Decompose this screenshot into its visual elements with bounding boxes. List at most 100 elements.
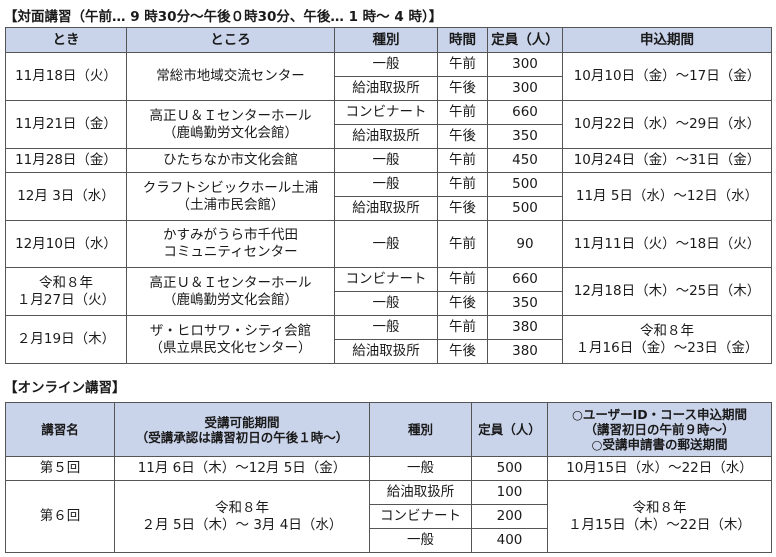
cell-date: ２月19日（木）	[5, 315, 127, 364]
header-type: 種別	[369, 402, 472, 457]
cell-capacity: 500	[487, 196, 563, 221]
cell-period-line: 10月24日（金）～31日（金）	[573, 152, 761, 168]
table-row: 一般 午後 350	[6, 291, 772, 316]
cell-apply-period-line: １月15日（木）～22日（木）	[568, 516, 751, 533]
cell-type: 一般	[334, 148, 438, 173]
cell-place: 高正Ｕ＆Ｉセンターホール （鹿嶋勤労文化会館）	[126, 267, 335, 316]
cell-place-line: （県立県民文化センター）	[149, 339, 312, 356]
cell-period-line: 11月 5日（水）～12日（水）	[575, 188, 759, 204]
header-available-period-line: 受講可能期間	[204, 414, 280, 430]
cell-type: コンビナート	[334, 267, 438, 292]
cell-available-period-line: 令和８年	[215, 499, 269, 516]
cell-capacity: 500	[487, 172, 563, 197]
cell-period: 10月22日（水）～29日（水）	[562, 100, 772, 149]
cell-place-line: かすみがうら市千代田	[163, 227, 298, 243]
cell-type: 一般	[334, 315, 438, 340]
cell-time: 午後	[437, 76, 488, 101]
cell-date: 12月 3日（水）	[5, 172, 127, 221]
cell-date: 11月21日（金）	[5, 100, 127, 149]
cell-place: ひたちなか市文化会館	[126, 148, 335, 173]
table-row: 第６回 令和８年 ２月 5日（木）～ 3月 4日（水） 給油取扱所 100 令和８年 １月1…	[5, 480, 772, 553]
cell-period-line: １月16日（金）～23日（金）	[575, 339, 759, 356]
cell-type: 給油取扱所	[334, 124, 438, 149]
section-title-in-person: 【対面講習（午前… 9 時30分～午後０時30分、午後… 1 時～ 4 時）】	[4, 9, 443, 25]
cell-type: コンビナート	[369, 504, 472, 529]
table-row: 給油取扱所 午後 380	[6, 339, 772, 364]
cell-time: 午前	[437, 52, 488, 77]
cell-period: 12月18日（木）～25日（木）	[562, 267, 772, 316]
cell-type: 一般	[369, 456, 472, 481]
cell-capacity: 380	[487, 315, 563, 340]
cell-course-name: 第５回	[5, 456, 115, 481]
cell-type: コンビナート	[334, 100, 438, 125]
cell-capacity: 380	[487, 339, 563, 364]
cell-period-line: 10月22日（水）～29日（水）	[573, 116, 761, 132]
cell-date-line: １月27日（火）	[16, 291, 116, 308]
cell-capacity: 660	[487, 267, 563, 292]
cell-apply-period: 10月15日（水）～22日（水）	[547, 456, 772, 481]
cell-place-line: 高正Ｕ＆Ｉセンターホール	[149, 107, 312, 124]
cell-date-line: 令和８年	[39, 274, 93, 291]
cell-time: 午後	[437, 339, 488, 364]
cell-time: 午前	[437, 100, 488, 125]
online-schedule-table: 講習名 受講可能期間 （受講承認は講習初日の午後１時～） 種別 定員（人） ○ユ…	[5, 402, 772, 553]
cell-time: 午前	[437, 148, 488, 173]
cell-course-name: 第６回	[5, 480, 115, 553]
cell-type: 給油取扱所	[369, 480, 472, 505]
cell-type: 一般	[334, 172, 438, 197]
table-row: 一般 400	[6, 528, 772, 553]
cell-place-line: （鹿嶋勤労文化会館）	[163, 124, 298, 141]
cell-type: 給油取扱所	[334, 339, 438, 364]
cell-place-line: 常総市地域交流センター	[156, 68, 305, 84]
header-available-period-line: （受講承認は講習初日の午後１時～）	[135, 429, 349, 445]
cell-type: 一般	[334, 220, 438, 268]
cell-capacity: 400	[471, 528, 548, 553]
table-row: 第５回 11月 6日（木）～12月 5日（金） 一般 500 10月15日（水）～22日…	[5, 456, 772, 481]
cell-type: 給油取扱所	[334, 196, 438, 221]
cell-date: 11月28日（金）	[5, 148, 127, 173]
cell-capacity: 500	[471, 456, 548, 481]
cell-capacity: 300	[487, 52, 563, 77]
cell-period-line: 令和８年	[640, 322, 694, 339]
cell-period-line: 12月18日（木）～25日（木）	[573, 283, 761, 299]
cell-date: 12月10日（水）	[5, 220, 127, 268]
cell-place-line: （土浦市民会館）	[176, 196, 285, 213]
cell-time: 午前	[437, 267, 488, 292]
header-period: 申込期間	[562, 27, 772, 53]
section-title-online: 【オンライン講習】	[4, 380, 126, 396]
cell-period: 11月 5日（水）～12日（水）	[562, 172, 772, 221]
header-apply-period: ○ユーザーID・コース申込期間 （講習初日の午前９時～） ○受講申請書の郵送期間	[547, 402, 772, 457]
header-capacity: 定員（人）	[487, 27, 563, 53]
table-row: 給油取扱所 午後 500	[6, 196, 772, 221]
header-apply-period-line: ○ユーザーID・コース申込期間	[571, 407, 748, 422]
cell-type: 給油取扱所	[334, 76, 438, 101]
header-apply-period-line: （講習初日の午前９時～）	[584, 422, 735, 437]
cell-place-line: ひたちなか市文化会館	[163, 152, 298, 168]
cell-place-line: コミュニティセンター	[163, 244, 298, 260]
table-row: 令和８年 １月27日（火） 高正Ｕ＆Ｉセンターホール （鹿嶋勤労文化会館） コンビナート…	[5, 267, 772, 316]
cell-period: 10月24日（金）～31日（金）	[562, 148, 772, 173]
header-course-name: 講習名	[5, 402, 115, 457]
table-header-row: 講習名 受講可能期間 （受講承認は講習初日の午後１時～） 種別 定員（人） ○ユ…	[5, 402, 772, 457]
cell-place: 常総市地域交流センター	[126, 52, 335, 101]
cell-type: 一般	[334, 52, 438, 77]
cell-available-period: 11月 6日（木）～12月 5日（金）	[114, 456, 370, 481]
cell-capacity: 350	[487, 291, 563, 316]
cell-place: ザ・ヒロサワ・シティ会館 （県立県民文化センター）	[126, 315, 335, 364]
cell-type: 一般	[334, 291, 438, 316]
table-header-row: とき ところ 種別 時間 定員（人） 申込期間	[5, 27, 772, 53]
cell-capacity: 200	[471, 504, 548, 529]
cell-available-period: 令和８年 ２月 5日（木）～ 3月 4日（水）	[114, 480, 370, 553]
cell-available-period-line: ２月 5日（木）～ 3月 4日（水）	[141, 516, 343, 533]
header-capacity: 定員（人）	[471, 402, 548, 457]
table-row: 11月28日（金） ひたちなか市文化会館 一般 午前 450 10月24日（金）～31日（…	[5, 148, 772, 173]
cell-time: 午後	[437, 196, 488, 221]
cell-apply-period-line: 令和８年	[632, 499, 687, 516]
table-row: コンビナート 200	[6, 504, 772, 529]
cell-apply-period-line: 10月15日（水）～22日（水）	[566, 460, 753, 476]
cell-time: 午後	[437, 291, 488, 316]
table-row: 11月18日（火） 常総市地域交流センター 一般 午前 300 10月10日（金）～17日…	[5, 52, 772, 101]
table-row: 給油取扱所 午後 300	[6, 76, 772, 101]
cell-type: 一般	[369, 528, 472, 553]
cell-place-line: ザ・ヒロサワ・シティ会館	[149, 322, 312, 339]
